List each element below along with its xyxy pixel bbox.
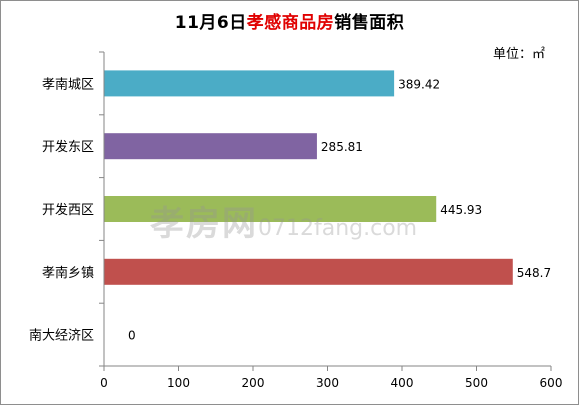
- x-tick-label: 300: [316, 376, 339, 390]
- category-label: 开发东区: [42, 139, 94, 155]
- value-label: 445.93: [440, 203, 482, 217]
- chart-title: 11月6日孝感商品房销售面积: [0, 8, 579, 33]
- bar: [104, 70, 395, 97]
- category-label: 南大经济区: [29, 328, 94, 344]
- x-tick-label: 200: [242, 376, 265, 390]
- x-tick-label: 400: [391, 376, 414, 390]
- x-tick-label: 500: [465, 376, 488, 390]
- value-label: 0: [128, 329, 136, 343]
- watermark: 孝房网0712fang.com: [150, 196, 417, 245]
- bar: [104, 196, 437, 222]
- bar: [104, 258, 513, 285]
- category-label: 孝南乡镇: [42, 265, 94, 281]
- chart-title-highlight: 孝感商品房: [246, 13, 335, 33]
- watermark-url: 0712fang.com: [258, 216, 418, 241]
- x-tick-label: 600: [540, 376, 563, 390]
- chart-title-prefix: 11月6日: [174, 13, 247, 33]
- value-label: 389.42: [398, 77, 440, 91]
- value-label: 285.81: [321, 140, 363, 154]
- value-label: 548.7: [517, 266, 551, 280]
- watermark-main: 孝房网: [150, 204, 258, 244]
- chart-title-suffix: 销售面积: [334, 13, 405, 33]
- x-tick-label: 100: [167, 376, 190, 390]
- bar: [104, 133, 317, 160]
- x-tick-label: 0: [100, 376, 108, 390]
- category-label: 开发西区: [42, 202, 94, 218]
- category-label: 孝南城区: [42, 76, 94, 92]
- unit-label: 单位：㎡: [492, 47, 545, 62]
